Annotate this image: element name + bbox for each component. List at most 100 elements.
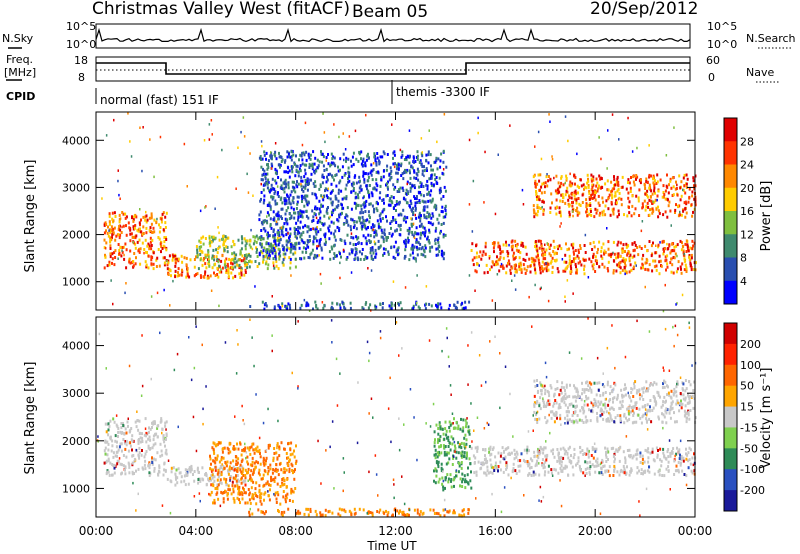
echo-cell <box>268 483 270 487</box>
echo-cell <box>436 455 439 459</box>
echo-cell <box>372 251 375 255</box>
echo-cell <box>123 432 126 436</box>
echo-cell <box>157 473 160 477</box>
echo-cell <box>462 508 465 512</box>
echo-cell <box>440 466 443 470</box>
echo-cell <box>145 265 148 269</box>
echo-cell <box>228 257 231 261</box>
echo-cell <box>605 199 608 203</box>
echo-cell <box>641 461 644 465</box>
echo-cell <box>188 466 191 470</box>
echo-cell <box>411 224 413 228</box>
noise-cell <box>322 112 324 115</box>
echo-cell <box>214 274 217 277</box>
echo-cell <box>248 243 251 247</box>
echo-cell <box>415 226 418 230</box>
echo-cell <box>638 179 641 183</box>
echo-cell <box>566 264 569 268</box>
colorbar-swatch <box>724 234 737 258</box>
noise-cell <box>673 126 675 129</box>
echo-cell <box>132 454 135 457</box>
noise-cell <box>546 242 548 245</box>
echo-cell <box>243 273 246 277</box>
echo-cell <box>597 194 600 198</box>
echo-cell <box>498 245 501 249</box>
echo-cell <box>315 513 318 517</box>
echo-cell <box>341 508 343 512</box>
echo-cell <box>317 164 320 168</box>
echo-cell <box>227 492 229 496</box>
echo-cell <box>505 466 508 470</box>
echo-cell <box>324 187 327 191</box>
echo-cell <box>293 469 296 473</box>
echo-cell <box>622 260 625 264</box>
echo-cell <box>617 183 620 187</box>
echo-cell <box>375 201 378 205</box>
echo-cell <box>301 162 304 166</box>
echo-cell <box>244 491 247 495</box>
echo-cell <box>260 165 263 169</box>
echo-cell <box>356 256 359 260</box>
echo-cell <box>574 262 577 266</box>
noise-cell <box>301 143 304 147</box>
echo-cell <box>423 213 426 217</box>
echo-cell <box>404 168 406 172</box>
echo-cell <box>129 441 132 445</box>
echo-cell <box>359 216 362 220</box>
echo-cell <box>515 270 518 274</box>
echo-cell <box>391 201 394 205</box>
echo-cell <box>461 450 464 454</box>
noise-cell <box>564 300 566 303</box>
echo-cell <box>297 225 300 229</box>
echo-cell <box>540 243 543 246</box>
echo-cell <box>280 207 283 211</box>
echo-cell <box>209 493 212 497</box>
echo-cell <box>684 215 687 219</box>
echo-cell <box>539 239 542 243</box>
echo-cell <box>291 464 294 468</box>
echo-cell <box>279 254 282 258</box>
echo-cell <box>288 200 291 204</box>
noise-cell <box>545 262 547 265</box>
echo-cell <box>374 229 377 233</box>
echo-cell <box>467 508 470 512</box>
echo-cell <box>408 169 411 173</box>
echo-cell <box>272 244 274 248</box>
echo-cell <box>141 432 143 436</box>
noise-cell <box>342 248 345 252</box>
echo-cell <box>399 301 402 305</box>
echo-cell <box>152 438 155 442</box>
echo-cell <box>616 189 619 193</box>
echo-cell <box>403 241 406 245</box>
echo-cell <box>137 441 140 445</box>
echo-cell <box>318 199 321 203</box>
echo-cell <box>262 460 265 463</box>
echo-cell <box>388 178 391 182</box>
echo-cell <box>297 213 300 217</box>
echo-cell <box>424 255 427 259</box>
freq-label-1: Freq. <box>6 53 33 66</box>
echo-cell <box>385 509 387 513</box>
echo-cell <box>567 447 570 451</box>
echo-cell <box>674 211 676 214</box>
echo-cell <box>612 271 615 275</box>
echo-cell <box>428 302 431 306</box>
echo-cell <box>567 202 570 206</box>
echo-cell <box>658 469 661 473</box>
echo-cell <box>377 225 380 229</box>
echo-cell <box>466 481 469 485</box>
echo-cell <box>467 466 469 470</box>
echo-cell <box>279 238 282 242</box>
echo-cell <box>274 246 277 249</box>
echo-cell <box>420 193 423 197</box>
echo-cell <box>588 195 591 199</box>
noise-cell <box>436 140 438 144</box>
echo-cell <box>212 447 215 451</box>
echo-cell <box>388 304 391 308</box>
echo-cell <box>281 230 284 234</box>
echo-cell <box>315 196 318 200</box>
echo-cell <box>662 447 665 451</box>
echo-cell <box>591 463 594 467</box>
echo-cell <box>314 213 317 217</box>
echo-cell <box>566 452 569 456</box>
